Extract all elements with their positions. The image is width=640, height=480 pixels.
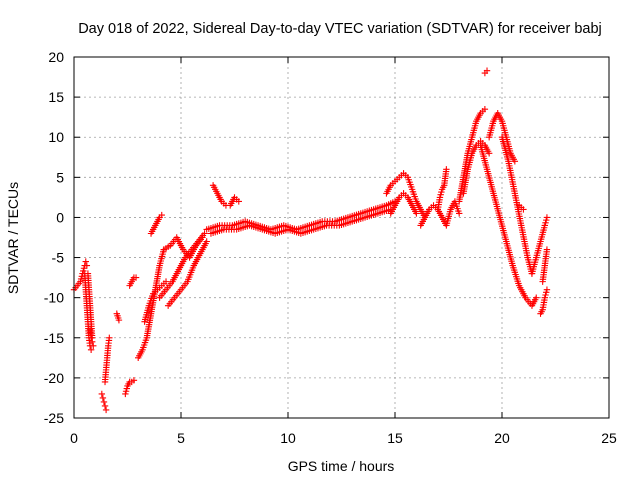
y-tick-label: -5 bbox=[52, 250, 65, 266]
point-hump-18-lower bbox=[485, 150, 493, 157]
point-drop-0.8 bbox=[90, 342, 97, 349]
point-band-4-6-upper bbox=[199, 234, 206, 241]
y-tick-label: 15 bbox=[48, 89, 64, 105]
point-segment-2.5 bbox=[130, 377, 138, 384]
y-tick-label: 10 bbox=[48, 129, 64, 145]
x-axis-label: GPS time / hours bbox=[288, 458, 395, 474]
y-tick-label: -20 bbox=[44, 370, 64, 386]
x-tick-label: 25 bbox=[601, 430, 617, 446]
point-drop-1.4 bbox=[98, 390, 106, 398]
point-drop-1.4 bbox=[102, 406, 110, 414]
point-band-4-6 bbox=[201, 230, 208, 237]
point-hump-15-lower bbox=[413, 210, 420, 217]
point-peak-19.8 bbox=[511, 158, 519, 165]
y-tick-label: -10 bbox=[44, 290, 64, 306]
point-spike-17 bbox=[443, 166, 450, 173]
point-wiggle-16-18 bbox=[456, 210, 463, 217]
point-isolated-19 bbox=[483, 67, 491, 74]
x-tick-label: 5 bbox=[177, 430, 185, 446]
point-end-22 bbox=[543, 246, 551, 253]
point-early-left bbox=[82, 258, 89, 265]
point-drop-1.4 bbox=[99, 394, 107, 402]
point-drop-0.5 bbox=[87, 346, 95, 354]
point-spike-3.7 bbox=[158, 211, 165, 219]
chart-title: Day 018 of 2022, Sidereal Day-to-day VTE… bbox=[78, 21, 602, 37]
y-tick-label: 5 bbox=[56, 169, 64, 185]
point-rise-1.5 bbox=[106, 334, 113, 341]
plot-frame bbox=[73, 56, 610, 419]
point-band-4-6-lower bbox=[203, 238, 210, 245]
point-bump-6.5 bbox=[235, 198, 242, 205]
y-tick-label: -15 bbox=[44, 330, 64, 346]
x-tick-label: 10 bbox=[280, 430, 296, 446]
point-drop-1.4 bbox=[100, 398, 108, 406]
point-decline-19-22 bbox=[533, 294, 540, 301]
y-tick-label: 20 bbox=[48, 49, 64, 65]
grid bbox=[74, 57, 609, 418]
point-rise-18 bbox=[481, 105, 489, 113]
x-tick-label: 20 bbox=[494, 430, 510, 446]
point-drop-0.8 bbox=[87, 334, 95, 341]
point-isolated-2 bbox=[115, 316, 123, 324]
y-tick-label: 0 bbox=[56, 209, 64, 225]
y-axis-label: SDTVAR / TECUs bbox=[5, 182, 21, 294]
ticks: -25 -20 -15 -10 -5 0 5 10 15 20 0 5 10 15 20 25 bbox=[44, 49, 617, 446]
x-tick-label: 0 bbox=[70, 430, 78, 446]
y-tick-label: -25 bbox=[44, 410, 64, 426]
data-points bbox=[70, 67, 551, 414]
point-rise-21.8-22 bbox=[543, 286, 551, 293]
point-cluster-3.5 bbox=[162, 278, 170, 285]
point-drop-0.8 bbox=[88, 338, 96, 345]
point-segment-2.7 bbox=[132, 274, 140, 281]
x-tick-label: 15 bbox=[387, 430, 403, 446]
point-early-left bbox=[83, 262, 91, 269]
point-decline-20-21-b bbox=[520, 206, 527, 213]
point-rise-21-22 bbox=[543, 214, 551, 221]
point-drop-1.4 bbox=[101, 402, 109, 410]
